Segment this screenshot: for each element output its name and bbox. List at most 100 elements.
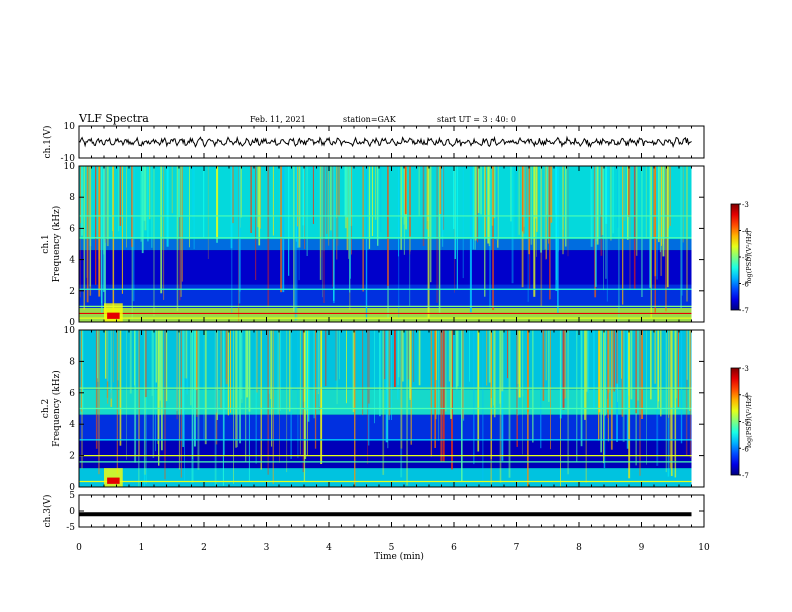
y-tick-label: 8 — [69, 193, 75, 203]
sferic-streak — [584, 330, 586, 420]
sferic-streak — [657, 330, 659, 409]
sferic-streak — [627, 166, 629, 240]
colorbar-tick-label: -3 — [742, 201, 749, 209]
sferic-streak — [272, 166, 274, 236]
sferic-streak — [668, 330, 669, 418]
sferic-streak — [176, 166, 179, 311]
sferic-streak — [477, 330, 480, 452]
sferic-streak — [306, 166, 308, 256]
sferic-streak — [297, 330, 299, 459]
sferic-streak — [255, 330, 257, 464]
sferic-streak — [523, 166, 525, 234]
sferic-streak — [674, 330, 677, 478]
sferic-streak — [686, 166, 688, 302]
x-tick-label: 0 — [76, 543, 82, 553]
sferic-streak — [279, 330, 280, 463]
sferic-streak — [260, 330, 262, 470]
sferic-streak — [132, 166, 135, 302]
sferic-streak — [110, 330, 112, 399]
sferic-streak — [220, 330, 222, 410]
spectral-band — [79, 414, 692, 440]
sferic-streak — [351, 166, 352, 255]
sferic-streak — [382, 330, 385, 475]
sferic-streak — [203, 166, 205, 239]
sferic-streak — [157, 330, 159, 444]
sferic-streak — [633, 166, 636, 290]
sferic-streak — [493, 330, 495, 406]
sferic-streak — [629, 166, 631, 289]
sferic-streak — [97, 330, 99, 379]
sferic-streak — [326, 166, 328, 234]
sferic-streak — [319, 166, 322, 280]
colorbar — [730, 367, 740, 476]
waveform-0 — [78, 135, 692, 149]
sferic-streak — [515, 166, 517, 237]
sferic-streak — [349, 166, 351, 293]
sferic-streak — [585, 330, 588, 392]
sferic-streak — [129, 330, 132, 394]
sferic-streak — [546, 166, 548, 215]
sferic-streak — [501, 330, 504, 461]
sferic-streak — [657, 166, 660, 236]
sferic-streak — [235, 330, 238, 448]
sferic-streak — [145, 330, 147, 484]
sferic-streak — [332, 166, 334, 287]
sferic-streak — [189, 166, 190, 248]
sferic-streak — [462, 166, 464, 279]
sferic-streak — [603, 330, 605, 464]
sferic-streak — [455, 330, 458, 390]
sferic-streak — [346, 330, 347, 404]
chart-title: VLF Spectra — [79, 112, 149, 125]
sferic-streak — [472, 166, 474, 250]
sferic-streak — [406, 330, 408, 486]
sferic-streak — [540, 330, 542, 449]
sferic-streak — [232, 166, 234, 224]
sferic-streak — [131, 166, 134, 247]
sferic-streak — [668, 166, 670, 229]
sferic-streak — [240, 166, 242, 218]
sferic-streak — [82, 330, 84, 410]
sferic-streak — [112, 166, 115, 317]
sferic-streak — [409, 330, 411, 400]
sferic-streak — [151, 330, 154, 396]
sferic-streak — [272, 330, 274, 485]
y-tick-label: 5 — [69, 491, 75, 501]
sferic-streak — [418, 166, 420, 217]
sferic-streak — [686, 330, 688, 380]
sferic-streak — [617, 166, 619, 228]
sferic-streak — [295, 166, 298, 242]
sferic-streak — [344, 166, 347, 216]
y-tick-label: 2 — [69, 452, 75, 462]
sferic-streak — [176, 330, 178, 411]
sferic-streak — [518, 330, 521, 398]
sferic-streak — [545, 330, 547, 381]
x-tick-label: 7 — [514, 543, 520, 553]
sferic-streak — [496, 166, 498, 241]
sferic-streak — [245, 330, 247, 463]
sferic-streak — [277, 330, 279, 415]
sferic-streak — [659, 166, 662, 253]
ch1-waveform-line — [78, 135, 692, 149]
y-tick-label: 0 — [69, 507, 75, 517]
sferic-streak — [665, 166, 667, 312]
sferic-streak — [131, 166, 133, 320]
sferic-streak — [685, 330, 688, 456]
sferic-streak — [180, 166, 182, 297]
sferic-streak — [559, 330, 562, 419]
sferic-streak — [296, 166, 298, 321]
sferic-streak — [303, 330, 306, 402]
sferic-streak — [297, 166, 298, 227]
sferic-streak — [600, 166, 602, 215]
sferic-streak — [149, 166, 151, 220]
spectrogram-1 — [79, 166, 704, 322]
sferic-streak — [438, 330, 439, 441]
sferic-streak — [134, 330, 137, 463]
sferic-streak — [676, 330, 677, 399]
sferic-streak — [650, 166, 652, 318]
sferic-streak — [654, 330, 656, 384]
spectral-band — [79, 250, 692, 285]
sferic-streak — [288, 166, 290, 276]
sferic-streak — [607, 330, 609, 442]
sferic-streak — [462, 330, 464, 419]
sferic-streak — [318, 330, 321, 408]
